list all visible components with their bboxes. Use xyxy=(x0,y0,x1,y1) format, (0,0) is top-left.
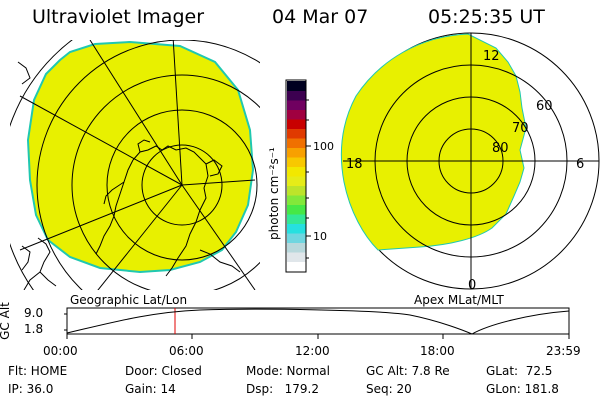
colorbar-segment xyxy=(287,166,306,177)
mlt-label-0: 0 xyxy=(468,278,476,293)
mlt-label-6: 6 xyxy=(576,157,584,172)
status-dsp: Dsp: 179.2 xyxy=(246,382,319,396)
uv-emission-region xyxy=(26,40,255,274)
date-label: 04 Mar 07 xyxy=(272,6,369,28)
colorbar-segment xyxy=(287,147,306,158)
lat-label-60: 60 xyxy=(536,99,553,114)
time-label: 05:25:35 UT xyxy=(428,6,545,28)
colorbar xyxy=(287,81,306,272)
colorbar-segment xyxy=(287,242,306,253)
colorbar-segment xyxy=(287,252,306,262)
altitude-ytick-1-8: 1.8 xyxy=(24,322,44,336)
xtick-1200: 12:00 xyxy=(295,344,330,358)
colorbar-segment xyxy=(287,261,306,272)
colorbar-segment xyxy=(287,128,306,139)
instrument-title: Ultraviolet Imager xyxy=(32,6,205,28)
colorbar-segment xyxy=(287,100,306,110)
status-flight: Flt: HOME xyxy=(8,364,68,378)
xtick-0600: 06:00 xyxy=(169,344,204,358)
mlt-label-18: 18 xyxy=(346,157,363,172)
colorbar-segment xyxy=(287,138,306,148)
colorbar-segment xyxy=(287,109,306,120)
status-ip: IP: 36.0 xyxy=(8,382,54,396)
mlt-label-12: 12 xyxy=(483,49,500,64)
colorbar-segment xyxy=(287,119,306,129)
colorbar-tick-label-10: 10 xyxy=(313,230,327,243)
xtick-2359: 23:59 xyxy=(546,344,581,358)
lat-label-80: 80 xyxy=(492,141,509,156)
colorbar-segment xyxy=(287,195,306,205)
apex-map: 12 18 6 0 60 70 80 xyxy=(340,32,600,293)
colorbar-tick-label-100: 100 xyxy=(313,140,334,153)
colorbar-segment xyxy=(287,90,306,101)
altitude-curve xyxy=(66,308,570,335)
xtick-1800: 18:00 xyxy=(420,344,455,358)
coastlines xyxy=(17,61,241,290)
status-mode: Mode: Normal xyxy=(246,364,330,378)
lat-label-70: 70 xyxy=(512,121,529,136)
status-seq: Seq: 20 xyxy=(366,382,412,396)
colorbar-segment xyxy=(287,214,306,224)
colorbar-segment xyxy=(287,157,306,167)
colorbar-segment xyxy=(287,81,306,91)
altitude-ytick-9: 9.0 xyxy=(24,306,44,320)
altitude-ylabel: GC Alt xyxy=(0,302,12,340)
left-map-label: Geographic Lat/Lon xyxy=(70,293,188,307)
status-door: Door: Closed xyxy=(125,364,202,378)
status-glat: GLat: 72.5 xyxy=(486,364,553,378)
colorbar-segment xyxy=(287,204,306,215)
colorbar-segment xyxy=(287,223,306,234)
altitude-plot xyxy=(64,307,570,339)
colorbar-frame xyxy=(285,79,307,273)
right-map-label: Apex MLat/MLT xyxy=(414,293,504,307)
status-glon: GLon: 181.8 xyxy=(486,382,559,396)
colorbar-unit-label: photon cm⁻²s⁻¹ xyxy=(267,147,281,240)
colorbar-segment xyxy=(287,185,306,196)
colorbar-segment xyxy=(287,176,306,186)
status-gc-alt: GC Alt: 7.8 Re xyxy=(366,364,450,378)
xtick-0000: 00:00 xyxy=(43,344,78,358)
colorbar-segment xyxy=(287,233,306,243)
uv-emission-region-apex xyxy=(340,33,527,251)
status-gain: Gain: 14 xyxy=(125,382,176,396)
lat-grid xyxy=(10,40,260,290)
